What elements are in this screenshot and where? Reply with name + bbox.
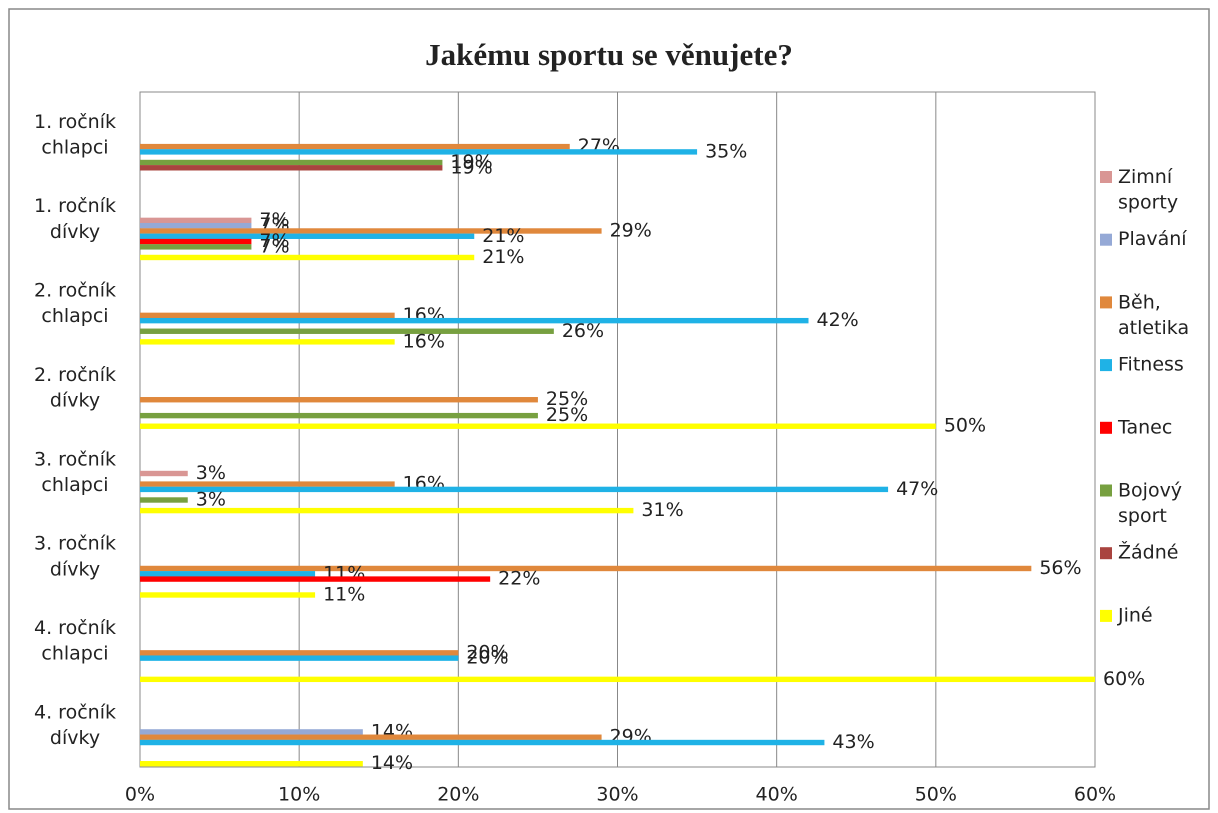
bar	[140, 312, 395, 319]
legend-label: Bojový sport	[1118, 479, 1182, 527]
y-tick-label: 4. ročník dívky	[34, 701, 116, 749]
bar	[140, 576, 491, 582]
data-label: 26%	[562, 320, 604, 342]
legend-label: Zimní sporty	[1118, 165, 1178, 213]
data-label: 47%	[896, 478, 938, 500]
bar	[140, 149, 698, 155]
bar	[140, 592, 316, 598]
bar	[140, 238, 252, 245]
legend-label: Tanec	[1117, 416, 1172, 438]
data-label: 31%	[641, 499, 683, 521]
legend-label: Jiné	[1117, 604, 1153, 626]
bar	[140, 217, 252, 224]
legend-swatch	[1100, 233, 1112, 246]
y-tick-label: 2. ročník chlapci	[34, 279, 116, 327]
data-label: 60%	[1103, 668, 1145, 690]
data-label: 22%	[498, 568, 540, 590]
bar	[140, 222, 252, 229]
data-label: 56%	[1039, 557, 1081, 579]
legend-swatch	[1100, 547, 1112, 560]
data-label: 29%	[610, 219, 652, 241]
x-tick-label: 60%	[1074, 784, 1116, 806]
data-label: 19%	[450, 151, 492, 173]
legend-swatch	[1100, 609, 1112, 622]
bar	[140, 481, 395, 487]
chart-frame	[8, 8, 1210, 810]
bar	[140, 159, 443, 166]
legend-label: Žádné	[1118, 541, 1178, 564]
bar	[140, 470, 188, 477]
data-label: 7%	[259, 230, 289, 252]
y-tick-label: 1. ročník chlapci	[34, 110, 116, 158]
bar	[140, 761, 363, 767]
bar	[140, 397, 538, 403]
bar	[140, 339, 395, 345]
data-label: 3%	[196, 462, 226, 484]
data-label: 25%	[546, 388, 588, 410]
legend-swatch	[1100, 171, 1112, 183]
data-label: 43%	[832, 731, 874, 753]
data-label: 20%	[466, 647, 508, 669]
x-tick-label: 50%	[915, 784, 957, 806]
bar	[140, 244, 252, 250]
legend-label: Fitness	[1118, 354, 1184, 376]
bar	[140, 676, 1095, 683]
data-label: 14%	[371, 752, 413, 774]
data-label: 7%	[259, 209, 289, 231]
bar	[140, 228, 602, 234]
x-tick-label: 20%	[437, 784, 479, 806]
legend-swatch	[1100, 484, 1112, 497]
y-tick-label: 4. ročník chlapci	[34, 617, 116, 665]
bar	[140, 734, 602, 740]
bar	[140, 254, 475, 261]
data-label: 25%	[546, 404, 588, 426]
data-label: 35%	[705, 140, 747, 162]
data-label: 20%	[466, 641, 508, 663]
bar	[140, 655, 459, 661]
data-label: 7%	[259, 235, 289, 257]
bar	[140, 165, 443, 171]
x-tick-label: 40%	[756, 784, 798, 806]
data-label: 11%	[323, 583, 365, 605]
legend-swatch	[1100, 359, 1112, 372]
legend-label: Běh, atletika	[1118, 291, 1189, 339]
bar	[140, 571, 316, 577]
data-label: 16%	[403, 330, 445, 352]
bar	[140, 497, 188, 503]
bar	[140, 739, 825, 746]
legend-swatch	[1100, 421, 1112, 434]
legend-swatch	[1100, 296, 1112, 309]
bar	[140, 486, 889, 493]
bar	[140, 423, 936, 429]
bar	[140, 233, 475, 239]
bar	[140, 317, 809, 324]
bar	[140, 412, 538, 419]
data-label: 3%	[196, 489, 226, 511]
y-tick-label: 3. ročník chlapci	[34, 448, 116, 496]
bar	[140, 650, 459, 656]
bar	[140, 328, 554, 334]
data-label: 21%	[482, 246, 524, 268]
x-tick-label: 10%	[278, 784, 320, 806]
bar	[140, 143, 570, 150]
y-tick-label: 3. ročník dívky	[34, 532, 116, 580]
data-label: 50%	[944, 415, 986, 437]
x-tick-label: 30%	[596, 784, 638, 806]
chart-title: Jakému sportu se věnujete?	[425, 37, 793, 72]
data-label: 19%	[450, 156, 492, 178]
bar	[140, 507, 634, 514]
legend-label: Plavání	[1118, 228, 1187, 250]
data-label: 42%	[817, 309, 859, 331]
y-tick-label: 2. ročník dívky	[34, 363, 116, 411]
y-tick-label: 1. ročník dívky	[34, 195, 116, 243]
data-label: 21%	[482, 225, 524, 247]
x-tick-label: 0%	[125, 784, 155, 806]
bar	[140, 729, 363, 735]
bar	[140, 565, 1032, 572]
